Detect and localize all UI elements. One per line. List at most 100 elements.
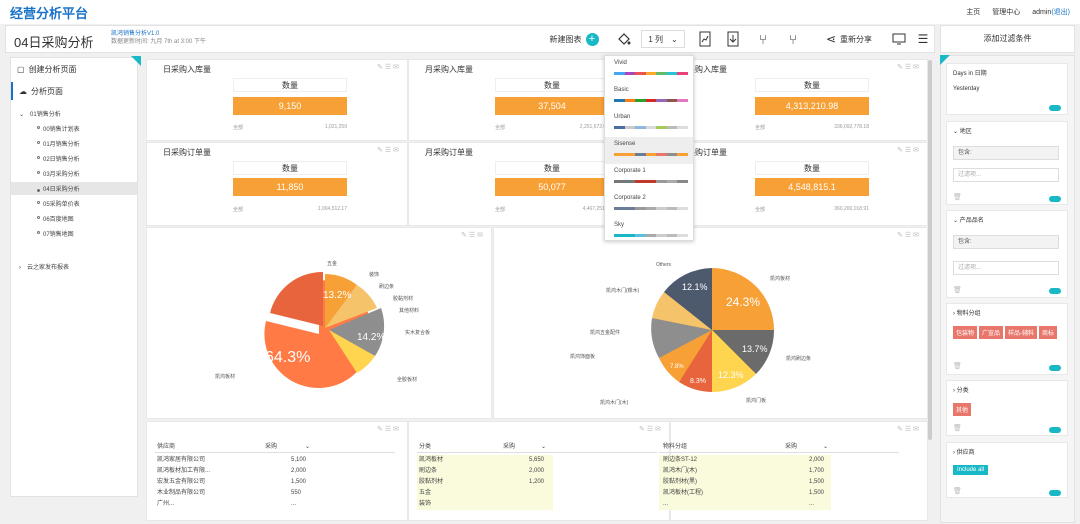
download-icon[interactable] [722,26,744,52]
top-bar [0,0,1080,24]
tree-item[interactable]: 05采购单价表 [37,199,80,208]
nav-admin-center[interactable]: 管理中心 [992,9,1021,16]
table-row: 胶黏剂材 1,200 [417,477,553,488]
include-field[interactable]: 包含: [953,235,1059,249]
nav-home[interactable]: 主页 [966,9,981,16]
chart-icon[interactable] [694,26,716,52]
reshare-button[interactable]: ⋖ 重新分享 [825,32,873,46]
filter-tag[interactable]: 广宣品 [979,326,1004,339]
collapse-filter-icon[interactable] [940,55,950,65]
widget-menu-icon[interactable]: ✎☰✉ [460,232,485,239]
kpi-widget: 采购订单量 ✎☰✉ 数量 4,548,815.1 全部 360,200,018.91 [670,142,928,226]
pie-label: 实木复合板 [405,329,430,336]
tree-item[interactable]: 07销售地图 [37,229,74,238]
chevron-down-icon[interactable]: ⌄ [541,444,547,450]
add-filter-button[interactable]: 添加过滤条件 [940,25,1075,53]
trash-icon[interactable]: 🗑 [953,488,962,495]
columns-select[interactable]: 1 列 ⌄ [641,30,685,48]
kpi-value: 9,150 [233,97,347,115]
chevron-right-icon[interactable]: › [953,311,957,317]
filter-supplier: › 供应商 Include all 🗑 [946,442,1068,498]
pie-pct: 12.3% [718,370,744,380]
trash-icon[interactable]: 🗑 [953,363,962,370]
tree-item[interactable]: 06百度地图 [37,214,74,223]
left-sidebar: ▢ 创建分析页面 ☁ 分析页面 ⌄ 01销售分析 00销售计划表 01月销售分析 02… [10,57,138,497]
pie-label: 胶黏剂材 [393,295,413,302]
trash-icon[interactable]: 🗑 [953,287,962,294]
filter-tag[interactable]: 其他 [953,403,972,416]
chevron-right-icon[interactable]: › [953,450,957,456]
collapse-sidebar-icon[interactable] [131,56,141,66]
widget-menu-icon[interactable]: ✎☰✉ [376,147,401,154]
filter-toggle[interactable] [1049,105,1061,111]
tree-item-active[interactable]: 04日采购分析 [11,182,137,195]
filter-toggle[interactable] [1049,490,1061,496]
logout-link[interactable]: (退出) [1051,9,1070,16]
chevron-right-icon: › [19,265,21,271]
filter-toggle[interactable] [1049,196,1061,202]
chevron-down-icon[interactable]: ⌄ [823,444,829,450]
filter-toggle[interactable] [1049,427,1061,433]
theme-option[interactable]: Corporate 2 [605,191,693,218]
pie-pct: 3.3% [365,369,379,375]
pie-pct: 12.1% [682,282,708,292]
filter-region: ⌄ 地区 包含: 过滤项... 🗑 [946,121,1068,205]
filter-material-group: › 物料分组 包装物 广宣品 样品-辅料 商标 🗑 [946,303,1068,375]
filter-tag[interactable]: 商标 [1039,326,1058,339]
chevron-right-icon[interactable]: › [953,388,957,394]
filter-tag[interactable]: 包装物 [953,326,978,339]
paint-bucket-icon[interactable] [611,26,637,52]
cloud-icon: ☁ [19,87,27,96]
filter-search-input[interactable]: 过滤项... [953,168,1059,182]
table-row: 胶黏剂材(黑) 1,500 [659,477,831,488]
widget-menu-icon[interactable]: ✎☰✉ [896,147,921,154]
filter-tag[interactable]: 样品-辅料 [1005,326,1038,339]
monitor-icon[interactable] [888,26,910,52]
include-all-button[interactable]: Include all [953,465,989,475]
chevron-down-icon[interactable]: ⌄ [953,218,960,224]
include-field[interactable]: 包含: [953,146,1059,160]
tree-item[interactable]: 02日销售分析 [37,154,80,163]
updated-time: 数据更新时间: 九月 7th at 3:00 下午 [111,39,207,45]
widget-menu-icon[interactable]: ✎☰✉ [376,64,401,71]
widget-menu-icon[interactable]: ✎☰✉ [638,426,663,433]
dashboard-scrollbar[interactable] [928,60,932,440]
pie-pct: 7.8% [670,364,684,370]
tree-item[interactable]: 03月采购分析 [37,169,80,178]
pie-pct: 13.7% [742,344,768,354]
tree-group[interactable]: ⌄ 01销售分析 [19,112,61,118]
analysis-page-item[interactable]: ☁ 分析页面 [11,82,137,100]
trash-icon[interactable]: 🗑 [953,194,962,201]
widget-menu-icon[interactable]: ✎☰✉ [376,426,401,433]
widget-menu-icon[interactable]: ✎☰✉ [896,426,921,433]
filter-toggle[interactable] [1049,365,1061,371]
new-chart-button[interactable]: 新建图表 + [538,26,610,52]
tree-item[interactable]: 00销售计划表 [37,124,80,133]
source-link[interactable]: 凯鸿销售分析V1.0 [111,31,160,37]
theme-option[interactable]: Urban [605,110,693,137]
theme-option[interactable]: Vivid [605,56,693,83]
fork-icon[interactable]: ⑂ [759,31,767,47]
menu-icon[interactable]: ☰ [917,32,929,46]
chevron-down-icon[interactable]: ⌄ [305,444,311,450]
tree-item[interactable]: 01月销售分析 [37,139,80,148]
theme-dropdown: Vivid Basic Urban Sisense Corporate 1 Co… [604,55,694,241]
theme-option[interactable]: Basic [605,83,693,110]
table-row: 五金 [417,488,553,499]
tree-cloud-group[interactable]: › 云之家发布报表 [19,265,70,271]
filter-toggle[interactable] [1049,288,1061,294]
chevron-down-icon[interactable]: ⌄ [953,129,960,135]
filter-search-input[interactable]: 过滤项... [953,261,1059,275]
theme-option-selected[interactable]: Sisense [605,137,693,164]
theme-option[interactable]: Sky [605,218,693,245]
trash-icon[interactable]: 🗑 [953,425,962,432]
pie-slice [651,318,712,358]
create-page-button[interactable]: ▢ 创建分析页面 [17,65,77,74]
widget-menu-icon[interactable]: ✎☰✉ [896,232,921,239]
fork-down-icon[interactable]: ⑂ [789,31,797,47]
table-row: 宏发五金有限公司 1,500 [157,479,307,485]
theme-option[interactable]: Corporate 1 [605,164,693,191]
widget-menu-icon[interactable]: ✎☰✉ [896,64,921,71]
chevron-down-icon: ⌄ [670,34,678,44]
palette-swatch [614,153,689,156]
